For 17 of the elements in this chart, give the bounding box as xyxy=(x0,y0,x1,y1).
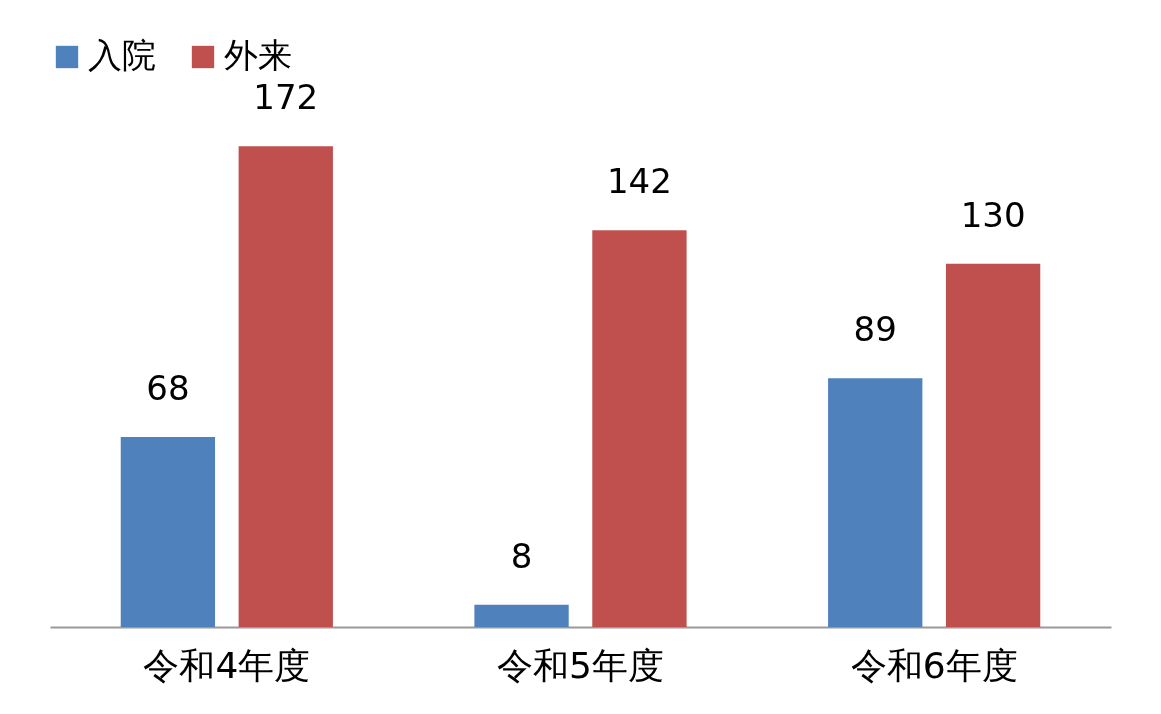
bar xyxy=(238,146,333,627)
data-label: 8 xyxy=(510,535,533,576)
bar xyxy=(474,604,569,627)
data-label: 89 xyxy=(853,309,897,350)
bar xyxy=(120,436,216,627)
data-label: 172 xyxy=(253,77,319,118)
data-label: 142 xyxy=(606,161,672,202)
x-tick-label: 令和6年度 xyxy=(850,644,1018,686)
legend-label: 外来 xyxy=(224,35,292,75)
data-label: 68 xyxy=(146,367,190,408)
legend-label: 入院 xyxy=(88,35,156,75)
data-label: 130 xyxy=(960,194,1026,235)
x-tick-label: 令和5年度 xyxy=(497,644,664,686)
bar xyxy=(945,263,1041,627)
bar xyxy=(592,230,687,627)
x-tick-label: 令和4年度 xyxy=(143,644,311,686)
bar xyxy=(828,378,923,627)
